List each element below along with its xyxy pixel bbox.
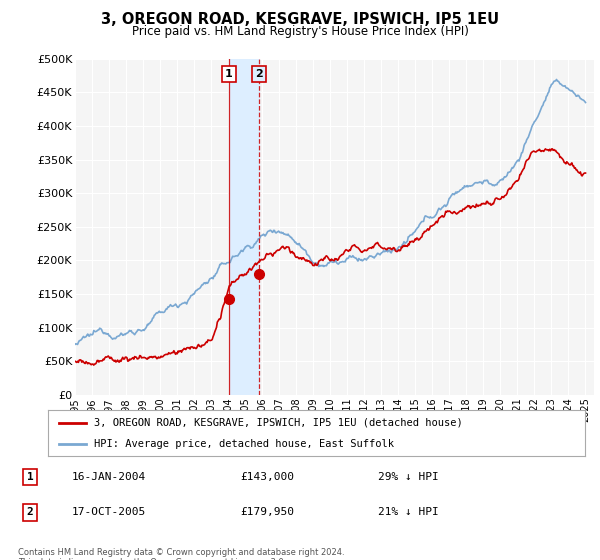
Text: £143,000: £143,000 bbox=[240, 472, 294, 482]
Bar bbox=[229, 59, 259, 395]
Text: 1: 1 bbox=[225, 69, 233, 79]
Text: 29% ↓ HPI: 29% ↓ HPI bbox=[378, 472, 439, 482]
Text: Contains HM Land Registry data © Crown copyright and database right 2024.
This d: Contains HM Land Registry data © Crown c… bbox=[18, 548, 344, 560]
Text: HPI: Average price, detached house, East Suffolk: HPI: Average price, detached house, East… bbox=[94, 439, 394, 449]
Text: 3, OREGON ROAD, KESGRAVE, IPSWICH, IP5 1EU: 3, OREGON ROAD, KESGRAVE, IPSWICH, IP5 1… bbox=[101, 12, 499, 27]
Text: 17-OCT-2005: 17-OCT-2005 bbox=[72, 507, 146, 517]
Text: 21% ↓ HPI: 21% ↓ HPI bbox=[378, 507, 439, 517]
Text: 2: 2 bbox=[255, 69, 262, 79]
Text: 2: 2 bbox=[26, 507, 34, 517]
Text: Price paid vs. HM Land Registry's House Price Index (HPI): Price paid vs. HM Land Registry's House … bbox=[131, 25, 469, 38]
Text: £179,950: £179,950 bbox=[240, 507, 294, 517]
Text: 3, OREGON ROAD, KESGRAVE, IPSWICH, IP5 1EU (detached house): 3, OREGON ROAD, KESGRAVE, IPSWICH, IP5 1… bbox=[94, 418, 463, 428]
Text: 1: 1 bbox=[26, 472, 34, 482]
Text: 16-JAN-2004: 16-JAN-2004 bbox=[72, 472, 146, 482]
